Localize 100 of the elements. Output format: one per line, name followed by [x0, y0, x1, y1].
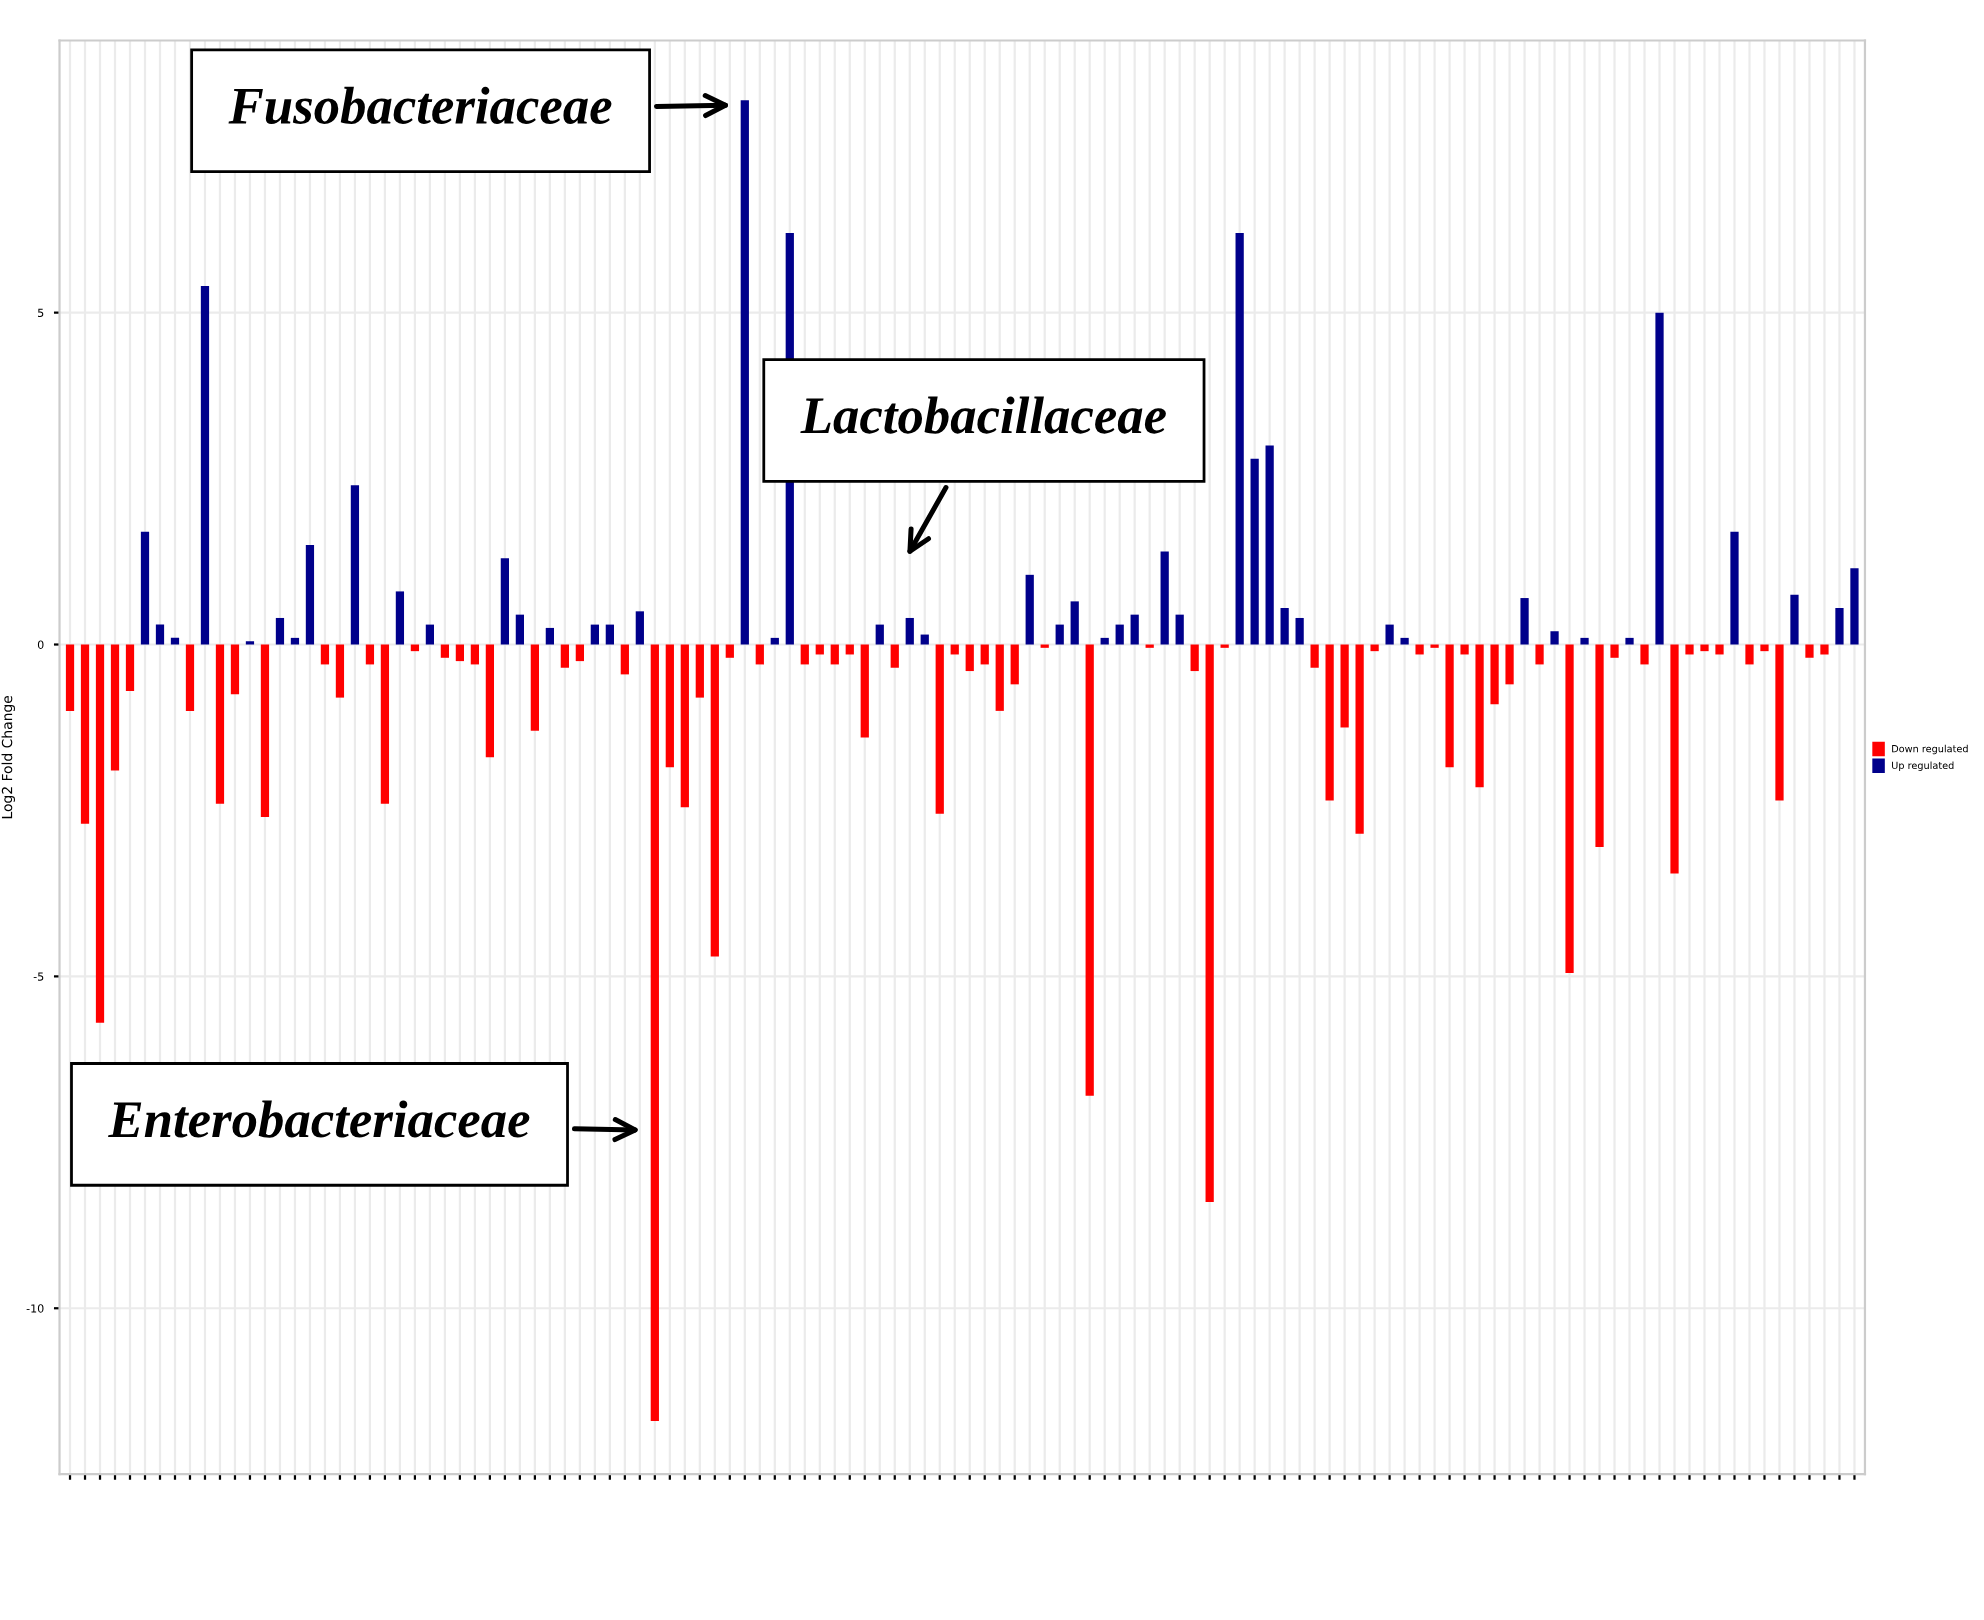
bar	[1055, 624, 1064, 645]
bar	[470, 644, 480, 665]
bar	[680, 644, 689, 808]
bar	[1595, 644, 1604, 847]
bar	[1610, 644, 1619, 658]
bar	[665, 644, 674, 768]
bar	[1775, 644, 1784, 801]
bar	[770, 637, 779, 645]
bar	[1175, 614, 1184, 645]
bar	[1790, 594, 1799, 645]
bar	[1715, 644, 1724, 655]
bar	[560, 644, 569, 668]
bar	[365, 644, 375, 665]
bar	[1235, 232, 1244, 645]
bar	[980, 644, 989, 665]
bar	[1550, 631, 1559, 645]
bar	[1160, 551, 1169, 645]
bar	[155, 624, 165, 645]
bar	[200, 286, 210, 645]
bar	[695, 644, 704, 698]
bar	[290, 637, 300, 645]
bar	[1070, 601, 1079, 645]
bar	[725, 644, 734, 658]
bar	[545, 627, 554, 645]
bar	[1310, 644, 1319, 668]
bar	[1385, 624, 1394, 645]
bar	[1340, 644, 1349, 728]
bar	[935, 644, 944, 814]
bar	[1025, 574, 1034, 645]
bar	[1280, 608, 1289, 645]
bar	[1190, 644, 1199, 672]
bar	[350, 485, 360, 645]
bar	[230, 644, 240, 695]
bar	[185, 644, 195, 711]
bar	[1745, 644, 1754, 665]
bar	[1760, 644, 1769, 652]
bar	[1100, 637, 1109, 645]
bar	[635, 611, 644, 645]
bar	[515, 614, 524, 645]
bar	[1265, 445, 1274, 645]
bar	[1535, 644, 1544, 665]
bar	[1700, 644, 1709, 652]
bar	[320, 644, 330, 665]
bar	[1295, 617, 1304, 645]
bar	[650, 644, 659, 1422]
bar	[905, 617, 914, 645]
bar	[1565, 644, 1574, 974]
bar	[1805, 644, 1814, 658]
bar	[1475, 644, 1484, 788]
bar	[485, 644, 495, 758]
bar	[1250, 458, 1259, 645]
bar	[395, 591, 405, 645]
bar	[1370, 644, 1379, 652]
bar	[455, 644, 465, 662]
bar	[500, 558, 510, 645]
bar	[1415, 644, 1424, 655]
bar	[590, 624, 599, 645]
bar	[890, 644, 899, 668]
bar	[1655, 312, 1664, 645]
bar	[80, 644, 90, 824]
bar	[1460, 644, 1469, 655]
bar	[1625, 637, 1634, 645]
bar	[335, 644, 345, 698]
bar	[755, 644, 764, 665]
bar	[875, 624, 884, 645]
bar	[1130, 614, 1139, 645]
bar	[170, 637, 180, 645]
bar	[380, 644, 390, 804]
bar	[140, 531, 150, 645]
bar	[995, 644, 1004, 711]
bar	[275, 617, 285, 645]
bar	[740, 100, 749, 645]
bar	[1085, 644, 1094, 1096]
bar	[110, 644, 120, 771]
bar	[95, 644, 105, 1023]
bar	[1580, 637, 1589, 645]
bar	[920, 634, 929, 645]
bar	[1325, 644, 1334, 801]
bar	[65, 644, 75, 711]
bar	[260, 644, 270, 818]
bar	[800, 644, 809, 665]
bar	[860, 644, 869, 738]
bar	[215, 644, 225, 804]
bar	[1400, 637, 1409, 645]
bar	[1640, 644, 1649, 665]
bar	[440, 644, 450, 658]
bar	[965, 644, 974, 672]
bar	[1505, 644, 1514, 685]
bar	[1820, 644, 1829, 655]
bar	[125, 644, 135, 691]
bar	[1730, 531, 1739, 645]
annotation: Fusobacteriaceae	[228, 86, 612, 125]
bar	[425, 624, 435, 645]
bar	[830, 644, 839, 665]
bar	[605, 624, 614, 645]
bar	[1520, 598, 1529, 645]
bar	[1010, 644, 1019, 685]
bar	[710, 644, 719, 957]
bar	[575, 644, 584, 662]
bar	[1205, 644, 1214, 1203]
